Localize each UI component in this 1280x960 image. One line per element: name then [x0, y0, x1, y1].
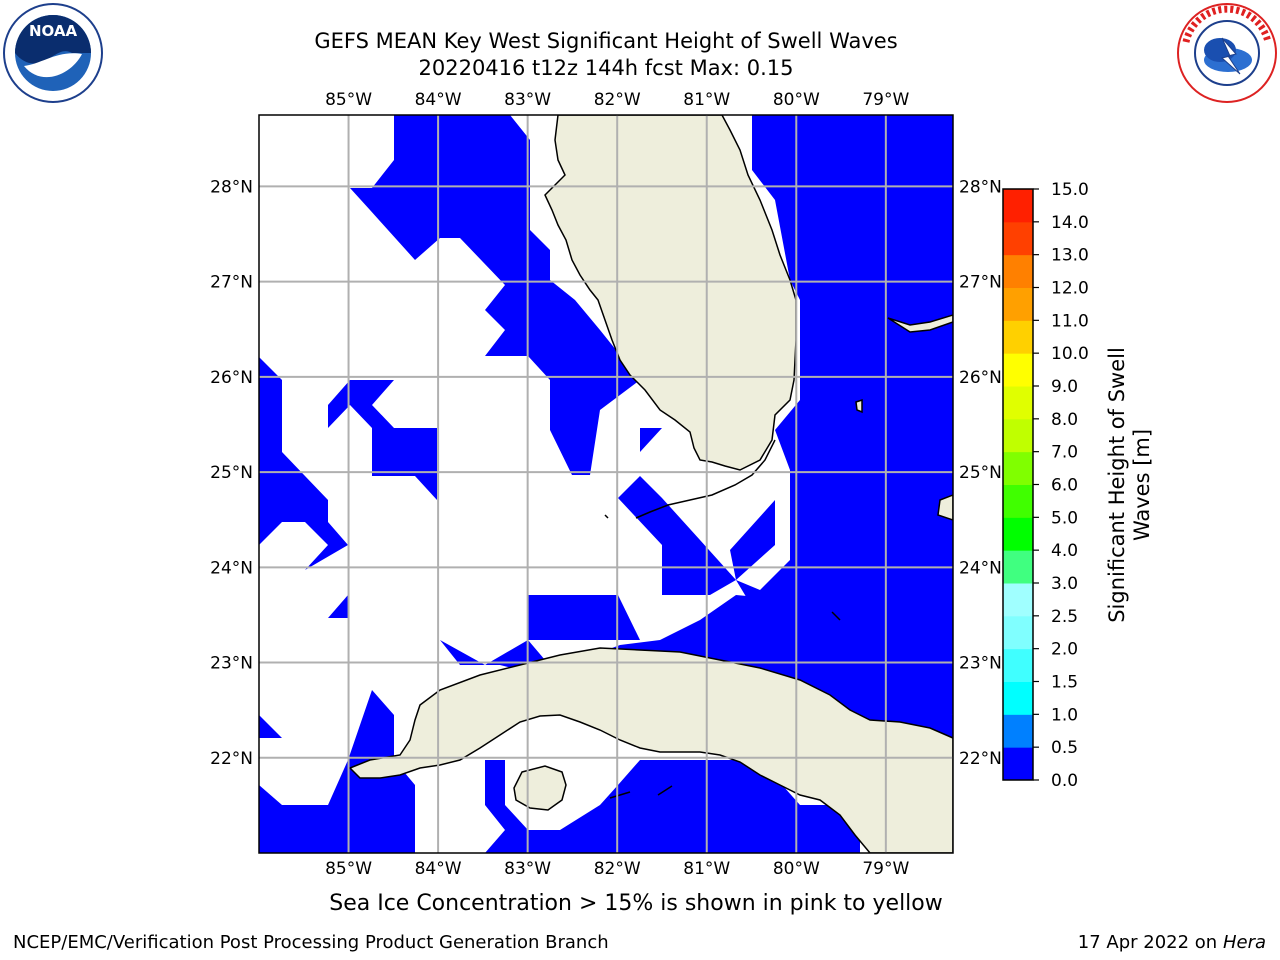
- colorbar-tick-label: 2.0: [1051, 640, 1078, 660]
- lat-label-left: 26°N: [210, 368, 253, 388]
- footer-host: Hera: [1222, 932, 1266, 953]
- lat-label-left: 25°N: [210, 463, 253, 483]
- colorbar-segment: [1003, 221, 1033, 256]
- colorbar-segment: [1003, 648, 1033, 682]
- colorbar-tick-label: 10.0: [1051, 344, 1089, 364]
- colorbar-segment: [1003, 550, 1033, 584]
- colorbar-segment: [1003, 189, 1033, 223]
- footer-date: 17 Apr 2022 on Hera: [1078, 932, 1266, 953]
- colorbar-tick-label: 1.0: [1051, 705, 1078, 725]
- lon-label-bottom: 85°W: [325, 859, 372, 879]
- lon-label-bottom: 81°W: [683, 859, 730, 879]
- colorbar-tick-label: 9.0: [1051, 377, 1078, 397]
- lon-label-bottom: 79°W: [862, 859, 909, 879]
- lat-label-right: 28°N: [959, 177, 1002, 197]
- lon-label-bottom: 80°W: [773, 859, 820, 879]
- colorbar-tick-label: 13.0: [1051, 246, 1089, 266]
- lon-label-top: 80°W: [773, 90, 820, 110]
- lat-label-right: 27°N: [959, 273, 1002, 293]
- colorbar-tick-label: 12.0: [1051, 279, 1089, 299]
- lat-label-left: 28°N: [210, 177, 253, 197]
- colorbar-tick-label: 15.0: [1051, 180, 1089, 200]
- colorbar-tick-label: 4.0: [1051, 541, 1078, 561]
- colorbar-tick-label: 2.5: [1051, 607, 1078, 627]
- colorbar-tick-label: 3.0: [1051, 574, 1078, 594]
- lon-label-top: 82°W: [594, 90, 641, 110]
- colorbar-tick-label: 1.5: [1051, 673, 1078, 693]
- map-frame: [258, 114, 954, 854]
- footer-credit: NCEP/EMC/Verification Post Processing Pr…: [13, 932, 609, 953]
- lat-label-right: 26°N: [959, 368, 1002, 388]
- lon-label-bottom: 84°W: [415, 859, 462, 879]
- svg-text:NOAA: NOAA: [29, 22, 78, 40]
- colorbar-segment: [1003, 320, 1033, 354]
- sea-ice-caption: Sea Ice Concentration > 15% is shown in …: [329, 891, 943, 916]
- colorbar-segment: [1003, 484, 1033, 518]
- lon-label-bottom: 82°W: [594, 859, 641, 879]
- colorbar-tick-label: 11.0: [1051, 311, 1089, 331]
- colorbar-segment: [1003, 287, 1033, 321]
- colorbar-tick-label: 0.5: [1051, 738, 1078, 758]
- colorbar-segment: [1003, 681, 1033, 715]
- lat-label-right: 24°N: [959, 558, 1002, 578]
- map-panel: [259, 115, 953, 853]
- lat-label-left: 22°N: [210, 749, 253, 769]
- colorbar-segment: [1003, 254, 1033, 288]
- nws-logo-icon: [1177, 3, 1277, 103]
- colorbar-segment: [1003, 451, 1033, 485]
- lon-label-top: 83°W: [504, 90, 551, 110]
- lat-label-left: 27°N: [210, 273, 253, 293]
- colorbar: 0.0 0.5 1.0 1.5 2.0 2.5 3.0 4.0 5.0 6.0 7.0 8.0 9.0 1…: [1002, 180, 1154, 791]
- lon-label-bottom: 83°W: [504, 859, 551, 879]
- lon-label-top: 79°W: [862, 90, 909, 110]
- colorbar-segment: [1003, 418, 1033, 453]
- map-title: GEFS MEAN Key West Significant Height of…: [314, 29, 898, 53]
- colorbar-segment: [1003, 386, 1033, 420]
- lat-label-right: 22°N: [959, 749, 1002, 769]
- colorbar-segment: [1003, 517, 1033, 551]
- lat-label-left: 23°N: [210, 654, 253, 674]
- lat-label-right: 23°N: [959, 654, 1002, 674]
- colorbar-tick-label: 5.0: [1051, 508, 1078, 528]
- colorbar-segment: [1003, 353, 1033, 387]
- colorbar-tick-label: 8.0: [1051, 410, 1078, 430]
- colorbar-tick-label: 7.0: [1051, 443, 1078, 463]
- lon-label-top: 85°W: [325, 90, 372, 110]
- colorbar-segment: [1003, 714, 1033, 748]
- colorbar-label: Significant Height of SwellWaves [m]: [1105, 347, 1154, 623]
- noaa-logo-icon: NOAA: [3, 3, 103, 103]
- colorbar-segment: [1003, 583, 1033, 617]
- lat-label-left: 24°N: [210, 558, 253, 578]
- map-subtitle: 20220416 t12z 144h fcst Max: 0.15: [418, 56, 794, 80]
- colorbar-segment: [1003, 615, 1033, 650]
- footer-date-text: 17 Apr 2022 on: [1077, 932, 1223, 953]
- graticule: [259, 115, 953, 853]
- colorbar-tick-label: 6.0: [1051, 476, 1078, 496]
- colorbar-segment: [1003, 747, 1033, 781]
- coordinate-labels: 85°W 85°W 84°W 84°W 83°W 83°W 82°W 82°W 81°W 81°W…: [210, 90, 1002, 879]
- colorbar-tick-label: 14.0: [1051, 213, 1089, 233]
- lat-label-right: 25°N: [959, 463, 1002, 483]
- lon-label-top: 84°W: [415, 90, 462, 110]
- lon-label-top: 81°W: [683, 90, 730, 110]
- landmass: [348, 115, 953, 853]
- colorbar-tick-label: 0.0: [1051, 771, 1078, 791]
